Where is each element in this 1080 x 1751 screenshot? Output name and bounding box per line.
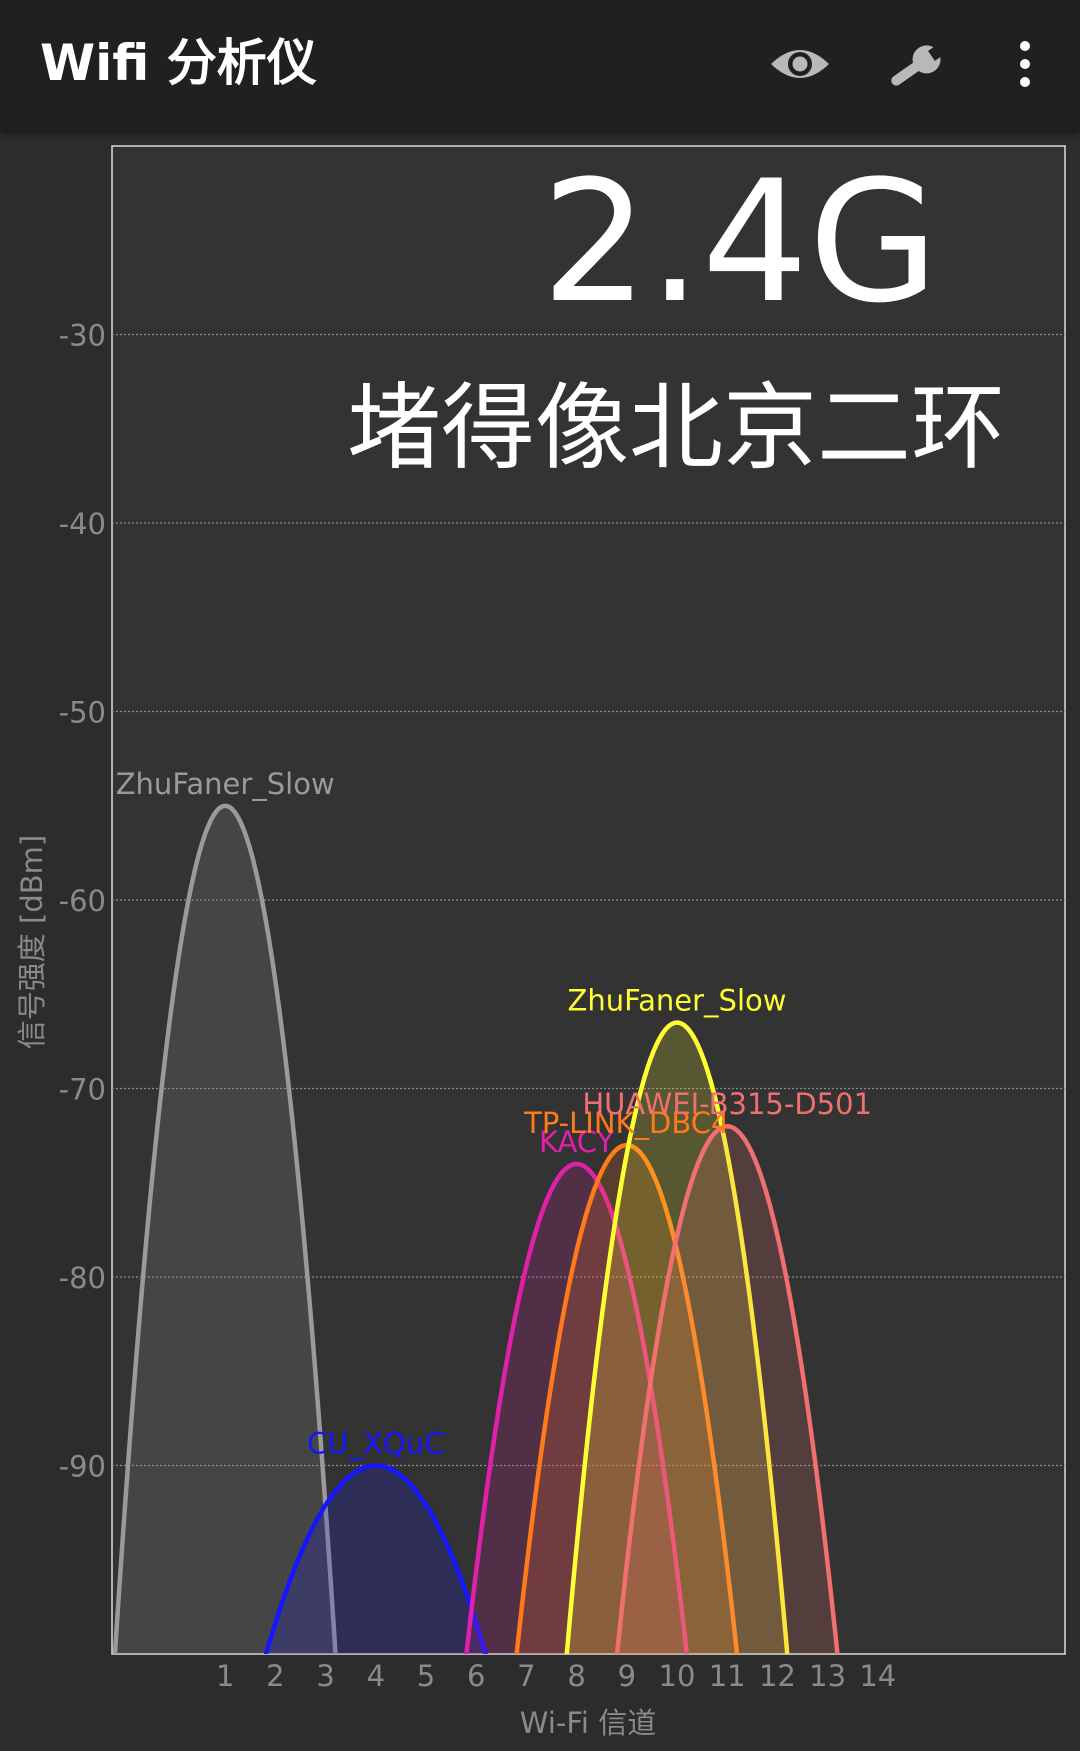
view-button[interactable] [758,22,842,106]
x-tick-label: 6 [467,1659,485,1693]
app-title: Wifi 分析仪 [40,34,317,92]
x-tick-label: 4 [367,1659,385,1693]
x-tick-label: 9 [618,1659,636,1693]
wrench-icon [891,40,950,86]
x-tick-label: 1 [216,1659,234,1693]
more-vert-icon [1020,41,1030,87]
eye-icon [771,46,829,78]
signal-curve [564,1020,790,1654]
y-axis-label: 信号强度 [dBm] [15,835,49,1049]
y-tick-label: -60 [59,884,106,918]
app-bar: Wifi 分析仪 [0,0,1080,130]
network-label: HUAWEI-B315-D501 [582,1087,872,1121]
signal-curve [263,1463,488,1654]
x-tick-label: 13 [809,1659,846,1693]
x-tick-label: 2 [266,1659,284,1693]
x-tick-label: 8 [567,1659,585,1693]
y-tick-label: -30 [59,319,106,353]
network-label: TP-LINK_DBC4 [523,1106,729,1140]
band-label: 2.4G [541,144,938,340]
y-tick-label: -90 [59,1450,106,1484]
channel-graph: -30 -40 -50 -60 -70 -80 -90 1 2 3 4 5 6 7 8 9 10 11 12 13 1… [0,130,1080,1747]
x-tick-label: 7 [517,1659,535,1693]
x-tick-label: 3 [316,1659,334,1693]
x-axis-label: Wi-Fi 信道 [520,1706,656,1740]
more-options-button[interactable] [983,22,1067,106]
x-tick-label: 11 [709,1659,746,1693]
signal-curve [614,1123,840,1654]
signal-curve [112,803,338,1654]
channel-chart: -30-40-50-60-70-80-90 1 2 3 4 5 6 7 8 9 10 11 12 13 1… [15,144,1066,1740]
network-label: KACY [539,1125,615,1159]
x-tick-label: 12 [759,1659,796,1693]
x-tick-label: 10 [659,1659,696,1693]
band-caption: 堵得像北京二环 [347,374,1005,483]
network-label: CU_XQuC [307,1427,444,1461]
y-tick-label: -40 [59,507,106,541]
network-label: ZhuFaner_Slow [568,984,787,1018]
network-label: ZhuFaner_Slow [116,767,335,801]
y-tick-label: -70 [59,1073,106,1107]
settings-button[interactable] [878,22,962,106]
x-tick-label: 5 [417,1659,435,1693]
y-tick-label: -80 [59,1261,106,1295]
x-tick-label: 14 [859,1659,896,1693]
y-tick-label: -50 [59,696,106,730]
